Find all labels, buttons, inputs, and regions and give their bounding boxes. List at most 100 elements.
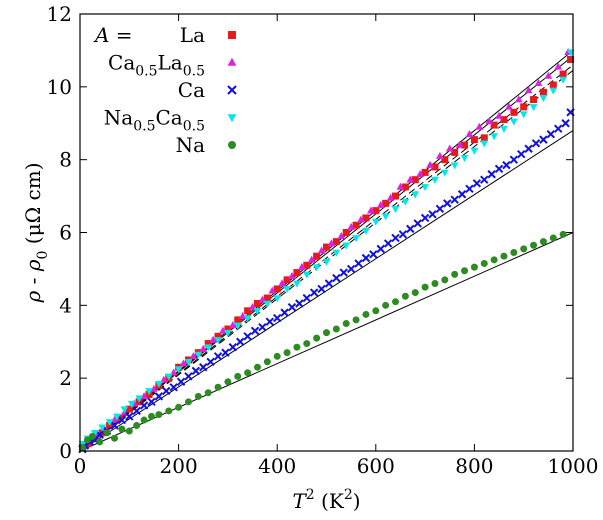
y-axis-label: ρ - ρ0 (μΩ cm) xyxy=(21,162,51,303)
data-point xyxy=(376,200,385,208)
data-point xyxy=(243,315,252,323)
data-point xyxy=(431,176,439,184)
data-point xyxy=(530,96,538,104)
data-point xyxy=(524,86,533,94)
data-points xyxy=(78,48,575,454)
data-point xyxy=(391,206,400,214)
data-point xyxy=(549,234,557,242)
data-point xyxy=(263,358,271,366)
data-point xyxy=(224,329,232,337)
legend-label-base: Na xyxy=(104,106,134,130)
data-point xyxy=(125,405,133,413)
data-point xyxy=(354,259,363,268)
data-point xyxy=(392,298,400,306)
data-point xyxy=(455,140,464,148)
data-point xyxy=(332,249,341,257)
x-axis-unit-sup: 2 xyxy=(344,487,353,503)
data-point xyxy=(98,424,107,432)
data-point xyxy=(450,162,459,170)
data-point xyxy=(283,349,291,357)
data-point xyxy=(117,415,127,425)
data-point xyxy=(324,279,334,288)
data-point xyxy=(426,160,434,168)
data-point xyxy=(539,238,547,246)
data-point xyxy=(509,155,519,164)
y-tick-label: 10 xyxy=(47,75,72,99)
y-tick-label: 6 xyxy=(59,221,72,245)
y-axis-rho: ρ xyxy=(21,291,45,304)
legend-label-mid: Ca xyxy=(156,106,183,130)
data-point xyxy=(494,164,504,173)
y-axis-mid: - xyxy=(21,271,45,290)
data-point xyxy=(113,413,121,421)
data-point xyxy=(111,434,119,442)
data-point xyxy=(490,256,498,264)
y-tick-label: 2 xyxy=(59,366,72,390)
data-point xyxy=(332,273,341,283)
data-point xyxy=(509,118,518,126)
y-tick-label: 12 xyxy=(47,2,72,26)
data-point xyxy=(440,169,449,177)
y-axis-unit: (μΩ cm) xyxy=(21,162,45,250)
data-point xyxy=(567,56,575,64)
data-point xyxy=(110,415,119,423)
data-point xyxy=(317,246,326,254)
data-point xyxy=(465,129,474,137)
data-point xyxy=(272,313,282,323)
series-na xyxy=(78,230,567,451)
data-point xyxy=(184,398,192,406)
data-point xyxy=(234,316,242,324)
data-point xyxy=(524,144,533,153)
data-point xyxy=(244,369,252,377)
data-point xyxy=(470,136,478,144)
data-point xyxy=(204,344,213,352)
data-point xyxy=(495,111,503,119)
data-point xyxy=(293,280,301,288)
data-point xyxy=(510,108,518,116)
data-point xyxy=(287,302,297,312)
data-point xyxy=(352,221,360,229)
data-point xyxy=(234,372,242,380)
data-point xyxy=(189,352,198,360)
data-point xyxy=(420,213,430,223)
x-tick-label: 0 xyxy=(74,454,87,478)
data-point xyxy=(164,373,173,381)
y-tick-label: 0 xyxy=(59,439,72,463)
data-point xyxy=(539,88,547,96)
data-point xyxy=(520,103,528,111)
data-point xyxy=(361,253,371,263)
legend-label-sub: 0.5 xyxy=(135,64,157,80)
data-point xyxy=(346,264,356,274)
data-point xyxy=(206,357,215,366)
data-point xyxy=(534,78,543,86)
data-point xyxy=(514,95,523,103)
data-point xyxy=(411,191,420,199)
legend-label-mid: La xyxy=(158,51,183,75)
data-point xyxy=(480,140,489,148)
data-point xyxy=(485,117,494,125)
data-point xyxy=(174,366,183,374)
data-point xyxy=(228,343,238,352)
legend-label-base: Ca xyxy=(108,51,135,75)
data-point xyxy=(103,429,111,437)
data-point xyxy=(401,183,409,191)
data-point xyxy=(559,230,567,238)
data-point xyxy=(214,383,222,391)
data-point xyxy=(460,155,469,163)
data-point xyxy=(362,310,370,318)
data-point xyxy=(396,182,405,190)
x-axis-close: ) xyxy=(353,489,361,513)
x-tick-label: 400 xyxy=(258,454,296,478)
data-point xyxy=(472,179,482,188)
data-point xyxy=(401,198,410,206)
data-point xyxy=(162,386,171,396)
data-point xyxy=(253,307,262,315)
data-point xyxy=(510,249,518,257)
data-point xyxy=(376,244,385,254)
y-tick-label: 8 xyxy=(59,148,72,172)
legend-marker xyxy=(228,141,236,149)
data-point xyxy=(191,366,201,376)
data-point xyxy=(406,224,415,234)
data-point xyxy=(283,286,291,294)
